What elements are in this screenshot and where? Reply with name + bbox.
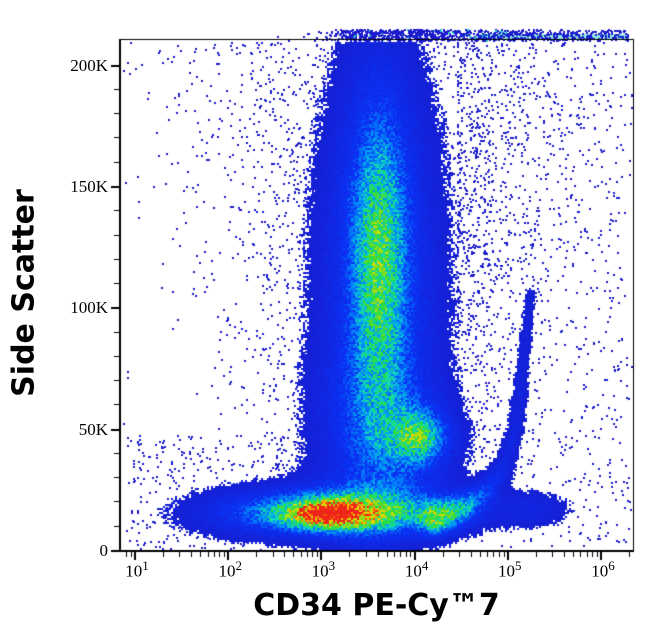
- y-tick-label: 200K: [70, 55, 108, 75]
- y-tick-label: 150K: [70, 176, 108, 196]
- y-tick-label: 50K: [78, 419, 108, 439]
- x-axis-title: CD34 PE-Cy™7: [253, 588, 500, 623]
- x-tick-label: 104: [404, 558, 429, 581]
- x-tick-label: 102: [218, 558, 242, 581]
- x-tick-label: 103: [311, 558, 336, 581]
- x-tick-label: 105: [498, 558, 522, 581]
- x-tick-label: 106: [591, 558, 615, 581]
- y-tick-label: 100K: [70, 298, 108, 318]
- x-tick-label: 101: [125, 558, 149, 581]
- y-axis-title: Side Scatter: [6, 189, 42, 397]
- y-tick-label: 0: [99, 541, 109, 560]
